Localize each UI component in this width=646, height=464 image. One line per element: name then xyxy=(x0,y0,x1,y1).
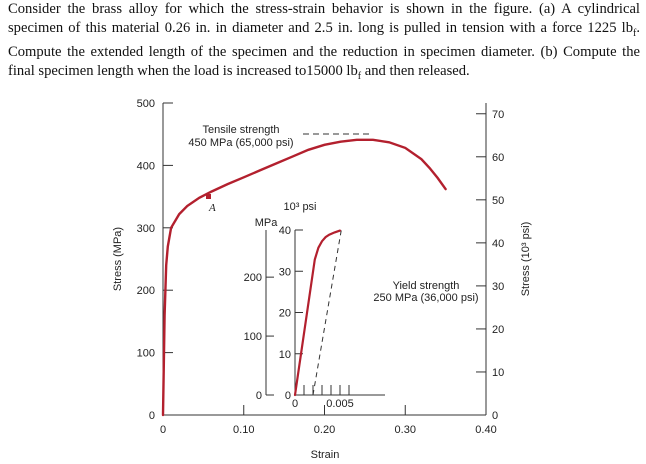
x-tick-label: 0.40 xyxy=(475,424,496,436)
x-tick-label: 0.30 xyxy=(395,424,416,436)
y-tick-label: 400 xyxy=(137,160,155,172)
inset-psi-tick-label: 10 xyxy=(279,349,291,361)
y2-tick-label: 40 xyxy=(492,238,504,250)
point-a-label: A xyxy=(208,202,216,214)
y-axis-label: Stress (MPa) xyxy=(112,227,124,291)
elastic-region-curve xyxy=(293,229,342,397)
yield-strength-value: 250 MPa (36,000 psi) xyxy=(373,292,478,304)
force-unit-subscript: f xyxy=(633,27,637,39)
y2-tick-label: 30 xyxy=(492,281,504,293)
y2-tick-label: 50 xyxy=(492,195,504,207)
offset-dashed-line xyxy=(312,226,343,396)
y-tick-label: 0 xyxy=(149,410,155,422)
y2-axis-label: Stress (10³ psi) xyxy=(520,222,532,297)
inset-x-tick-label: 0.005 xyxy=(326,398,354,410)
inset-mpa-tick-label: 200 xyxy=(244,272,262,284)
stress-strain-curve xyxy=(161,138,447,417)
load-unit-subscript: f xyxy=(357,70,362,82)
inset-psi-unit: 10³ psi xyxy=(283,201,316,213)
y-tick-label: 300 xyxy=(137,223,155,235)
y-tick-label: 500 xyxy=(137,98,155,110)
inset-psi-tick-label: 40 xyxy=(279,225,291,237)
x-tick-label: 0.20 xyxy=(314,424,335,436)
y-tick-label: 100 xyxy=(137,348,155,360)
inset-x-tick-label: 0 xyxy=(292,398,298,410)
problem-paragraph: Consider the brass alloy for which the s… xyxy=(8,0,640,86)
y2-tick-label: 70 xyxy=(492,109,504,121)
inset-mpa-tick-label: 100 xyxy=(244,331,262,343)
x-tick-label: 0.10 xyxy=(233,424,254,436)
y-tick-label: 200 xyxy=(137,285,155,297)
problem-text: Consider the brass alloy for which the s… xyxy=(8,1,640,36)
point-a-marker xyxy=(206,194,211,199)
problem-text-2: . Compute the extended length of the spe… xyxy=(8,20,640,79)
y2-tick-label: 20 xyxy=(492,324,504,336)
tensile-strength-value: 450 MPa (65,000 psi) xyxy=(188,137,293,149)
inset-mpa-tick-label: 0 xyxy=(256,390,262,402)
y2-tick-label: 0 xyxy=(492,410,498,422)
yield-strength-label: Yield strength xyxy=(393,280,460,292)
y2-tick-label: 10 xyxy=(492,367,504,379)
problem-text-3: and then released. xyxy=(361,62,470,79)
x-axis-label: Strain xyxy=(311,449,340,461)
inset-psi-tick-label: 0 xyxy=(285,390,291,402)
x-tick-label: 0 xyxy=(160,424,166,436)
inset-psi-tick-label: 20 xyxy=(279,308,291,320)
y2-tick-label: 60 xyxy=(492,152,504,164)
inset-psi-tick-label: 30 xyxy=(279,266,291,278)
tensile-strength-label: Tensile strength xyxy=(202,124,279,136)
problem-statement: Consider the brass alloy for which the s… xyxy=(8,0,640,86)
inset-mpa-unit: MPa xyxy=(255,217,279,229)
